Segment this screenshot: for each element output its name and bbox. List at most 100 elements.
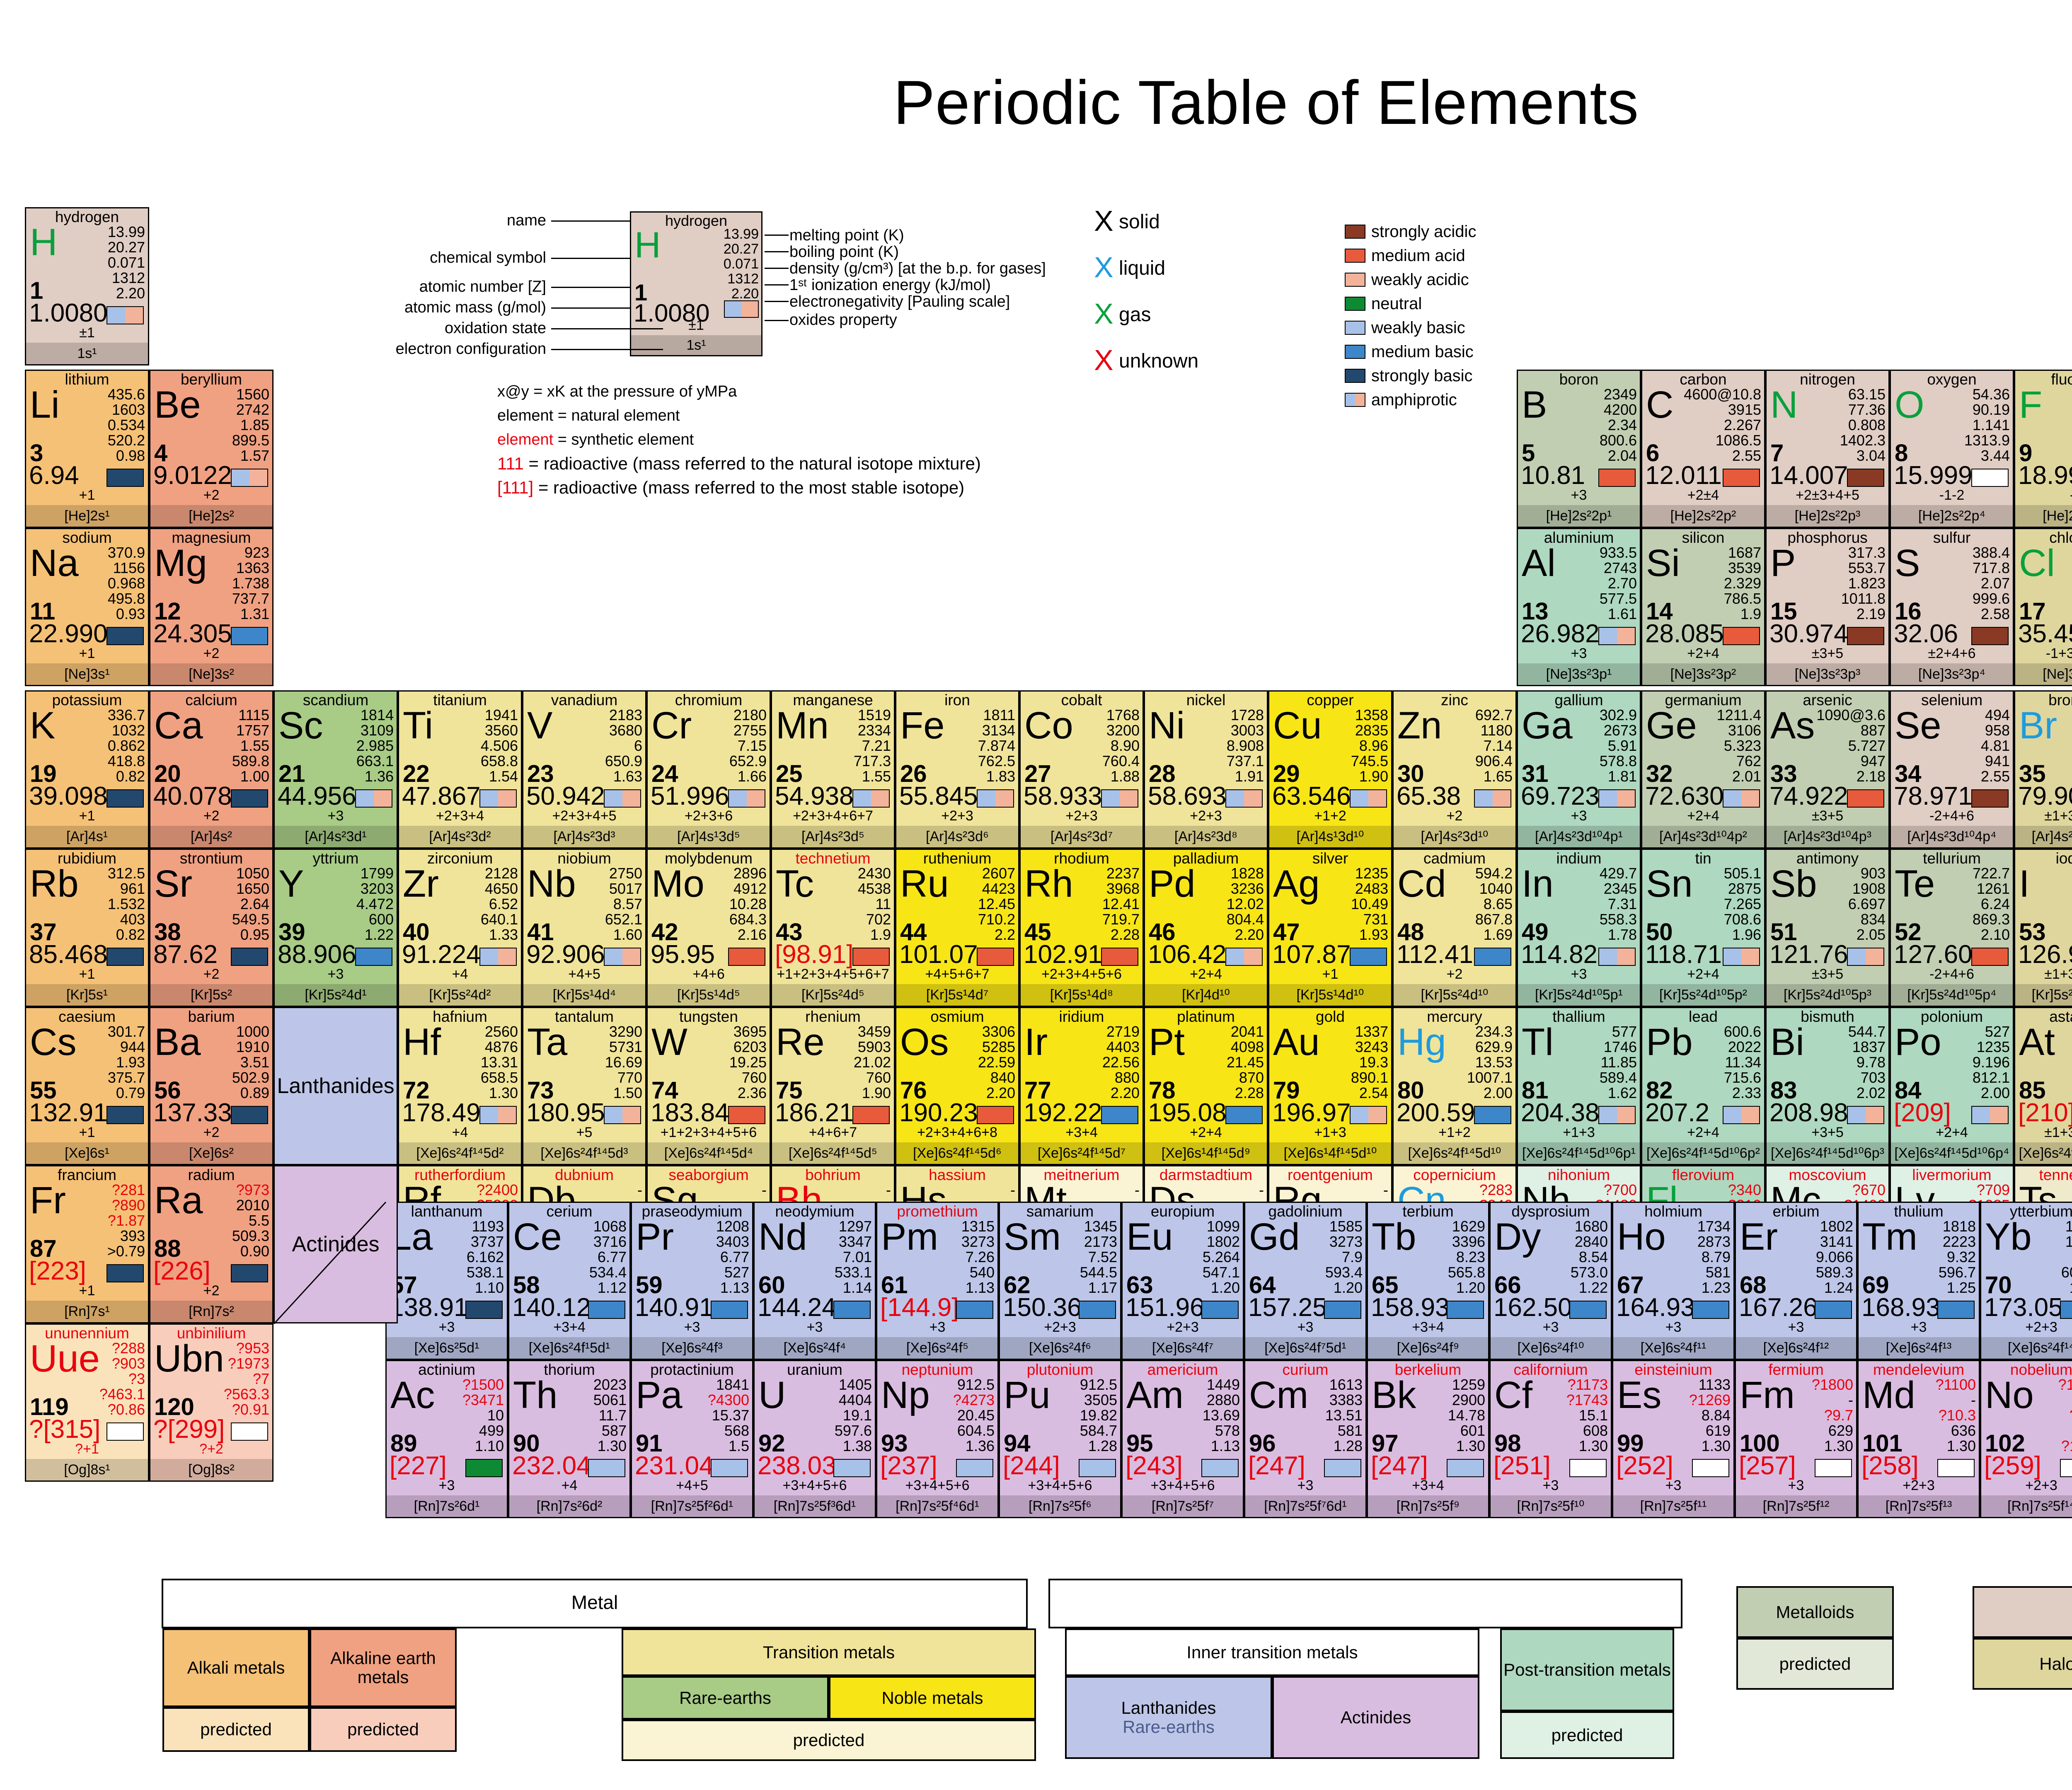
legend-actinides[interactable]: Actinides	[1272, 1676, 1479, 1759]
element-cell-p[interactable]: phosphorus P 15 30.974 317.3 553.7 1.823 1011.8…	[1765, 528, 1890, 686]
element-cell-zr[interactable]: zirconium Zr 40 91.224 2128 4650 6.52 640.1 1.33…	[398, 849, 522, 1007]
legend-nonmetals[interactable]: Nonmetals	[1973, 1586, 2072, 1638]
element-cell-rb[interactable]: rubidium Rb 37 85.468 312.5 961 1.532 403 0.82 +1…	[25, 849, 149, 1007]
element-cell-tc[interactable]: technetium Tc 43 [98.91] 2430 4538 11 702 1.9 +1+…	[771, 849, 895, 1007]
element-cell-es[interactable]: einsteinium Es 99 [252] 1133 ?1269 8.84 619 1.30…	[1612, 1360, 1735, 1518]
element-cell-c[interactable]: carbon C 6 12.011 4600@10.8 3915 2.267 1086.5 2.…	[1641, 370, 1765, 528]
placeholder-lanthanides[interactable]: Lanthanides	[274, 1007, 398, 1165]
element-cell-ce[interactable]: cerium Ce 58 140.12 1068 3716 6.77 534.4 1.12 +3+…	[508, 1202, 631, 1360]
element-cell-ti[interactable]: titanium Ti 22 47.867 1941 3560 4.506 658.8 1.54…	[398, 690, 522, 849]
element-cell-al[interactable]: aluminium Al 13 26.982 933.5 2743 2.70 577.5 1.6…	[1517, 528, 1641, 686]
element-cell-mn[interactable]: manganese Mn 25 54.938 1519 2334 7.21 717.3 1.55…	[771, 690, 895, 849]
legend-alkaline-earth-metals[interactable]: Alkaline earth metals	[310, 1628, 457, 1707]
element-cell-sm[interactable]: samarium Sm 62 150.36 1345 2173 7.52 544.5 1.17 +…	[999, 1202, 1121, 1360]
legend-transition-predicted[interactable]: predicted	[622, 1720, 1036, 1761]
element-cell-pt[interactable]: platinum Pt 78 195.08 2041 4098 21.45 870 2.28 +2…	[1144, 1007, 1268, 1165]
element-cell-th[interactable]: thorium Th 90 232.04 2023 5061 11.7 587 1.30 +4 [R…	[508, 1360, 631, 1518]
legend-halogens[interactable]: Halogens	[1973, 1638, 2072, 1690]
element-cell-fm[interactable]: fermium Fm 100 [257] ?1800- ?9.7 629 1.30 +3 [Rn]…	[1735, 1360, 1857, 1518]
legend-post-transition-metals[interactable]: Post-transition metals	[1500, 1628, 1674, 1711]
element-cell-ac[interactable]: actinium Ac 89 [227] ?1500 ?3471 10 499 1.10 +3 [R…	[385, 1360, 508, 1518]
element-cell-bk[interactable]: berkelium Bk 97 [247] 1259 2900 14.78 601 1.30 +3…	[1367, 1360, 1489, 1518]
element-cell-ta[interactable]: tantalum Ta 73 180.95 3290 5731 16.69 770 1.50 +5…	[522, 1007, 646, 1165]
element-cell-re[interactable]: rhenium Re 75 186.21 3459 5903 21.02 760 1.90 +4+…	[771, 1007, 895, 1165]
element-cell-sb[interactable]: antimony Sb 51 121.76 903 1908 6.697 834 2.05 ±3+…	[1765, 849, 1890, 1007]
element-cell-po[interactable]: polonium Po 84 [209] 527 1235 9.196 812.1 2.00 +2…	[1890, 1007, 2014, 1165]
element-cell-k[interactable]: potassium K 19 39.098 336.7 1032 0.862 418.8 0.8…	[25, 690, 149, 849]
element-cell-pd[interactable]: palladium Pd 46 106.42 1828 3236 12.02 804.4 2.2…	[1144, 849, 1268, 1007]
element-cell-md[interactable]: mendelevium Md 101 [258] ?1100- ?10.3 636 1.30 +…	[1857, 1360, 1980, 1518]
element-cell-ga[interactable]: gallium Ga 31 69.723 302.9 2673 5.91 578.8 1.81 +…	[1517, 690, 1641, 849]
element-cell-b[interactable]: boron B 5 10.81 2349 4200 2.34 800.6 2.04 +3 [He]2…	[1517, 370, 1641, 528]
element-cell-ir[interactable]: iridium Ir 77 192.22 2719 4403 22.56 880 2.20 +3+…	[1019, 1007, 1144, 1165]
element-cell-cf[interactable]: californium Cf 98 [251] ?1173 ?1743 15.1 608 1.3…	[1489, 1360, 1612, 1518]
element-cell-os[interactable]: osmium Os 76 190.23 3306 5285 22.59 840 2.20 +2+3…	[895, 1007, 1019, 1165]
element-cell-se[interactable]: selenium Se 34 78.971 494 958 4.81 941 2.55 -2+4+…	[1890, 690, 2014, 849]
legend-rare-earths[interactable]: Rare-earths	[622, 1676, 829, 1720]
element-cell-uue[interactable]: ununennium Uue 119 ?[315] ?288 ?903 ?3 ?463.1 ?0…	[25, 1323, 149, 1482]
element-cell-yb[interactable]: ytterbiumYb70173.05109717036.9603.41.10+…	[1980, 1202, 2072, 1360]
element-cell-li[interactable]: lithium Li 3 6.94 435.6 1603 0.534 520.2 0.98 +1 […	[25, 370, 149, 528]
element-cell-n[interactable]: nitrogen N 7 14.007 63.15 77.36 0.808 1402.3 3.0…	[1765, 370, 1890, 528]
element-cell-ag[interactable]: silver Ag 47 107.87 1235 2483 10.49 731 1.93 +1 [K…	[1268, 849, 1392, 1007]
element-cell-co[interactable]: cobalt Co 27 58.933 1768 3200 8.90 760.4 1.88 +2+…	[1019, 690, 1144, 849]
element-cell-gd[interactable]: gadolinium Gd 64 157.25 1585 3273 7.9 593.4 1.20…	[1244, 1202, 1367, 1360]
element-cell-in[interactable]: indium In 49 114.82 429.7 2345 7.31 558.3 1.78 +3…	[1517, 849, 1641, 1007]
element-cell-cm[interactable]: curium Cm 96 [247] 1613 3383 13.51 581 1.28 +3 [Rn…	[1244, 1360, 1367, 1518]
element-cell-eu[interactable]: europium Eu 63 151.96 1099 1802 5.264 547.1 1.20…	[1121, 1202, 1244, 1360]
element-cell-tm[interactable]: thulium Tm 69 168.93 1818 2223 9.32 596.7 1.25 +3…	[1857, 1202, 1980, 1360]
element-cell-cs[interactable]: caesium Cs 55 132.91 301.7 944 1.93 375.7 0.79 +1…	[25, 1007, 149, 1165]
element-cell-nb[interactable]: niobium Nb 41 92.906 2750 5017 8.57 652.1 1.60 +4…	[522, 849, 646, 1007]
element-cell-ru[interactable]: ruthenium Ru 44 101.07 2607 4423 12.45 710.2 2.2…	[895, 849, 1019, 1007]
element-cell-h[interactable]: hydrogen H 1 1.0080 13.99 20.27 0.071 1312 2.20 ±…	[25, 207, 149, 365]
element-cell-as[interactable]: arsenic As 33 74.922 1090@3.6 887 5.727 947 2.18…	[1765, 690, 1890, 849]
element-cell-la[interactable]: lanthanum La 57 138.91 1193 3737 6.162 538.1 1.1…	[385, 1202, 508, 1360]
legend-alkali-predicted[interactable]: predicted	[162, 1707, 310, 1752]
element-cell-be[interactable]: beryllium Be 4 9.0122 1560 2742 1.85 899.5 1.57 +…	[149, 370, 274, 528]
element-cell-f[interactable]: fluorineF918.99853.4885.031.50516813.98-…	[2014, 370, 2072, 528]
element-cell-cr[interactable]: chromium Cr 24 51.996 2180 2755 7.15 652.9 1.66 +…	[646, 690, 771, 849]
legend-metalloids[interactable]: Metalloids	[1736, 1586, 1894, 1638]
element-cell-pr[interactable]: praseodymium Pr 59 140.91 1208 3403 6.77 527 1.1…	[631, 1202, 753, 1360]
element-cell-ra[interactable]: radium Ra 88 [226] ?973 2010 5.5 509.3 0.90 +2 [Rn…	[149, 1165, 274, 1323]
element-cell-pm[interactable]: promethium Pm 61 [144.9] 1315 3273 7.26 540 1.13…	[876, 1202, 999, 1360]
placeholder-actinides[interactable]: Actinides	[274, 1165, 398, 1323]
element-cell-w[interactable]: tungsten W 74 183.84 3695 6203 19.25 760 2.36 +1+…	[646, 1007, 771, 1165]
element-cell-hf[interactable]: hafnium Hf 72 178.49 2560 4876 13.31 658.5 1.30 +…	[398, 1007, 522, 1165]
legend-alkaline-predicted[interactable]: predicted	[310, 1707, 457, 1752]
element-cell-te[interactable]: tellurium Te 52 127.60 722.7 1261 6.24 869.3 2.1…	[1890, 849, 2014, 1007]
element-cell-ubn[interactable]: unbinilium Ubn 120 ?[299] ?953 ?1973 ?7 ?563.3?…	[149, 1323, 274, 1482]
element-cell-fr[interactable]: francium Fr 87 [223] ?281 ?890 ?1.87 393 >0.79 +1…	[25, 1165, 149, 1323]
element-cell-si[interactable]: silicon Si 14 28.085 1687 3539 2.329 786.5 1.9 +2…	[1641, 528, 1765, 686]
element-cell-hg[interactable]: mercury Hg 80 200.59 234.3 629.9 13.53 1007.1 2.…	[1392, 1007, 1517, 1165]
element-cell-np[interactable]: neptunium Np 93 [237] 912.5 ?4273 20.45 604.5 1.…	[876, 1360, 999, 1518]
element-cell-i[interactable]: iodineI53126.90386.9457.44.9331008.42.66…	[2014, 849, 2072, 1007]
element-cell-mo[interactable]: molybdenum Mo 42 95.95 2896 4912 10.28 684.3 2.1…	[646, 849, 771, 1007]
element-cell-mg[interactable]: magnesium Mg 12 24.305 923 1363 1.738 737.7 1.31…	[149, 528, 274, 686]
legend-alkali-metals[interactable]: Alkali metals	[162, 1628, 310, 1707]
element-cell-rh[interactable]: rhodium Rh 45 102.91 2237 3968 12.41 719.7 2.28 +…	[1019, 849, 1144, 1007]
legend-transition-metals[interactable]: Transition metals	[622, 1628, 1036, 1676]
element-cell-bi[interactable]: bismuth Bi 83 208.98 544.7 1837 9.78 703 2.02 +3+…	[1765, 1007, 1890, 1165]
element-cell-y[interactable]: yttrium Y 39 88.906 1799 3203 4.472 600 1.22 +3 [K…	[274, 849, 398, 1007]
legend-post-transition-predicted[interactable]: predicted	[1500, 1711, 1674, 1759]
element-cell-ho[interactable]: holmium Ho 67 164.93 1734 2873 8.79 581 1.23 +3 [X…	[1612, 1202, 1735, 1360]
legend-lanthanides[interactable]: Lanthanides Rare-earths	[1065, 1676, 1272, 1759]
element-cell-s[interactable]: sulfur S 16 32.06 388.4 717.8 2.07 999.6 2.58 ±2+…	[1890, 528, 2014, 686]
element-cell-sn[interactable]: tin Sn 50 118.71 505.1 2875 7.265 708.6 1.96 +2+4…	[1641, 849, 1765, 1007]
element-cell-au[interactable]: gold Au 79 196.97 1337 3243 19.3 890.1 2.54 +1+3[…	[1268, 1007, 1392, 1165]
element-cell-u[interactable]: uranium U 92 238.03 1405 4404 19.1 597.6 1.38 +3+…	[753, 1360, 876, 1518]
element-cell-cu[interactable]: copper Cu 29 63.546 1358 2835 8.96 745.5 1.90 +1+…	[1268, 690, 1392, 849]
element-cell-na[interactable]: sodium Na 11 22.990 370.9 1156 0.968 495.8 0.93 +…	[25, 528, 149, 686]
element-cell-ni[interactable]: nickel Ni 28 58.693 1728 3003 8.908 737.1 1.91 +2…	[1144, 690, 1268, 849]
element-cell-dy[interactable]: dysprosium Dy 66 162.50 1680 2840 8.54 573.0 1.2…	[1489, 1202, 1612, 1360]
legend-metalloids-predicted[interactable]: predicted	[1736, 1638, 1894, 1690]
element-cell-am[interactable]: americium Am 95 [243] 1449 2880 13.69 578 1.13 +3…	[1121, 1360, 1244, 1518]
legend-inner-transition-metals[interactable]: Inner transition metals	[1065, 1628, 1479, 1676]
element-cell-tl[interactable]: thallium Tl 81 204.38 577 1746 11.85 589.4 1.62 +…	[1517, 1007, 1641, 1165]
element-cell-tb[interactable]: terbium Tb 65 158.93 1629 3396 8.23 565.8 1.20 +3…	[1367, 1202, 1489, 1360]
element-cell-fe[interactable]: iron Fe 26 55.845 1811 3134 7.874 762.5 1.83 +2+3…	[895, 690, 1019, 849]
element-cell-pa[interactable]: protactinium Pa 91 231.04 1841 ?4300 15.37 568 1…	[631, 1360, 753, 1518]
element-cell-sr[interactable]: strontium Sr 38 87.62 1050 1650 2.64 549.5 0.95 +…	[149, 849, 274, 1007]
